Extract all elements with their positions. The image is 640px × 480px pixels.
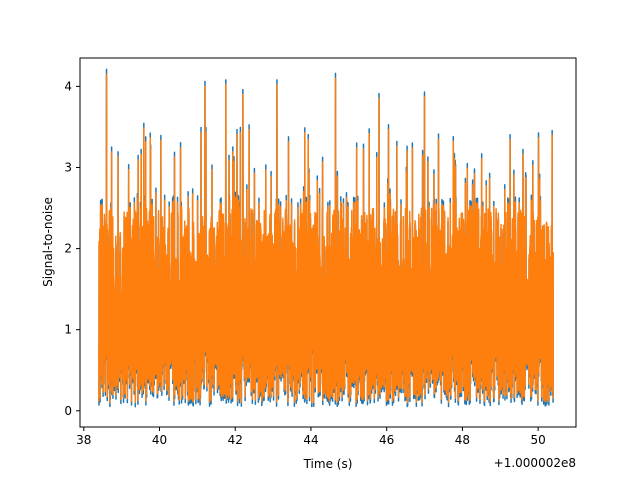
- y-axis: 0 1 2 3 4: [64, 79, 80, 418]
- x-tick-label: 42: [228, 433, 243, 447]
- series-line-2: [98, 73, 555, 404]
- x-axis: 38 40 42 44 46 48 50: [76, 427, 546, 447]
- x-tick-label: 50: [530, 433, 545, 447]
- y-tick-label: 4: [64, 79, 72, 93]
- y-axis-label: Signal-to-noise: [41, 197, 55, 287]
- x-tick-label: 38: [76, 433, 91, 447]
- series-layer: [98, 68, 555, 408]
- x-tick-label: 40: [152, 433, 167, 447]
- x-tick-label: 46: [379, 433, 394, 447]
- plot-frame: [79, 57, 577, 428]
- y-tick-label: 0: [64, 404, 72, 418]
- y-tick-label: 2: [64, 242, 72, 256]
- y-tick-label: 3: [64, 160, 72, 174]
- x-tick-label: 48: [455, 433, 470, 447]
- x-axis-label: Time (s): [303, 457, 353, 471]
- y-tick-label: 1: [64, 323, 72, 337]
- x-offset-label: +1.000002e8: [494, 456, 576, 470]
- x-tick-label: 44: [303, 433, 318, 447]
